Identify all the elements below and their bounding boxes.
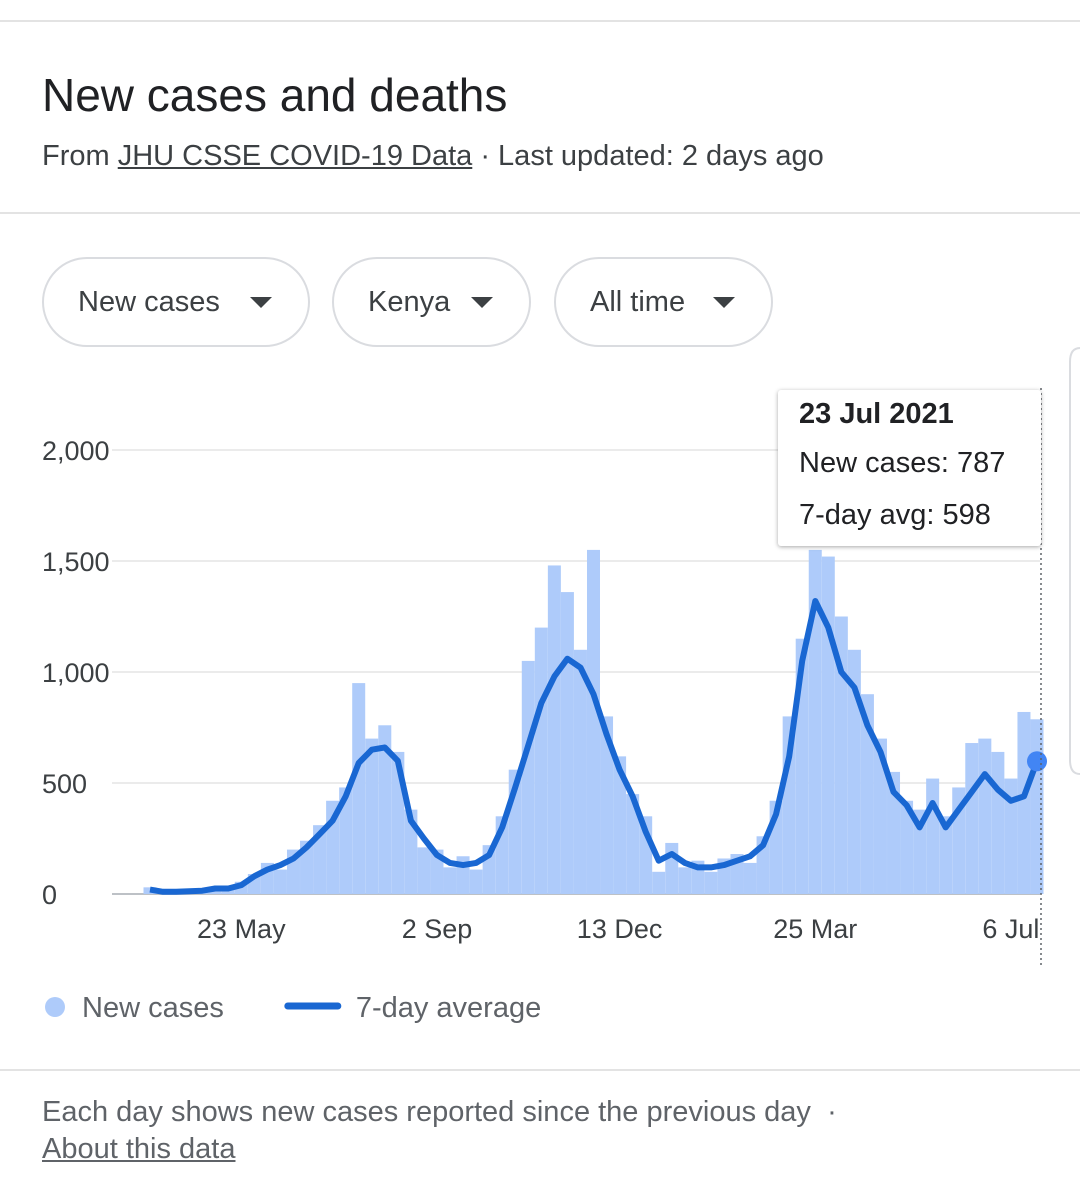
source-link[interactable]: JHU CSSE COVID-19 Data (117, 140, 473, 172)
bar (743, 862, 757, 894)
y-tick-label: 2,000 (42, 436, 110, 466)
bar (313, 825, 327, 894)
legend-swatch (45, 997, 65, 1017)
bar (887, 771, 901, 894)
tooltip-label: 7-day avg: (799, 499, 935, 531)
bar (913, 809, 927, 894)
bar (808, 549, 822, 894)
dropdown-arrow (471, 297, 493, 308)
metric-dropdown[interactable]: New cases (42, 257, 310, 347)
source-prefix: From (42, 140, 110, 172)
subtitle: From JHU CSSE COVID-19 Data · Last updat… (42, 140, 824, 173)
bar (1004, 778, 1018, 894)
tooltip-value: 598 (942, 499, 991, 531)
bar (926, 778, 940, 894)
tooltip-row: New cases: 787 (799, 447, 1005, 480)
bar (847, 649, 861, 894)
bar (1017, 711, 1031, 894)
bar (821, 556, 835, 894)
footer-note: Each day shows new cases reported since … (42, 1096, 811, 1128)
tooltip: 23 Jul 2021 New cases: 787 7-day avg: 59… (778, 390, 1041, 546)
bar (873, 738, 887, 894)
bar (352, 683, 366, 894)
y-tick-label: 1,500 (42, 547, 110, 577)
legend-label: 7-day average (356, 992, 541, 1024)
bar (365, 738, 379, 894)
bar (704, 871, 718, 894)
bar (626, 794, 640, 894)
x-tick-label: 6 Jul (982, 914, 1039, 944)
tooltip-label: New cases: (799, 447, 949, 479)
bar (221, 889, 235, 894)
dropdown-label: All time (590, 285, 686, 318)
tooltip-date: 23 Jul 2021 (799, 398, 954, 430)
footer: Each day shows new cases reported since … (42, 1094, 837, 1168)
bar (521, 660, 535, 894)
tooltip-row: 7-day avg: 598 (799, 499, 991, 532)
bar (547, 565, 561, 894)
x-tick-label: 25 Mar (773, 914, 857, 944)
bar (573, 649, 587, 894)
divider (0, 1069, 1080, 1071)
bar (273, 869, 287, 894)
about-link[interactable]: About this data (42, 1133, 236, 1165)
card-title: New cases and deaths (42, 69, 508, 121)
bar (613, 756, 627, 894)
bar (1030, 719, 1044, 894)
bar (430, 849, 444, 894)
location-dropdown[interactable]: Kenya (332, 257, 531, 347)
bar (404, 809, 418, 894)
bar (860, 694, 874, 894)
dropdown-label: New cases (78, 285, 220, 318)
bar (652, 871, 666, 894)
dropdown-arrow (250, 297, 272, 308)
x-tick-label: 2 Sep (402, 914, 473, 944)
bar (965, 743, 979, 894)
y-tick-label: 500 (42, 769, 87, 799)
y-tick-label: 0 (42, 880, 57, 910)
divider (0, 20, 1080, 22)
x-tick-label: 13 Dec (577, 914, 663, 944)
tooltip-value: 787 (956, 447, 1006, 479)
bar (469, 869, 483, 894)
dropdown-label: Kenya (368, 285, 451, 318)
avg-line (149, 598, 1040, 895)
period-dropdown[interactable]: All time (554, 257, 773, 347)
bar (665, 842, 679, 894)
bar (978, 738, 992, 894)
dropdown-arrow (713, 297, 735, 308)
bar (939, 816, 953, 894)
bar (600, 716, 614, 894)
bar (417, 847, 431, 894)
bar (900, 800, 914, 894)
hover-point (1027, 751, 1047, 772)
bar (991, 751, 1005, 894)
x-tick-label: 23 May (197, 914, 286, 944)
y-tick-label: 1,000 (42, 658, 110, 688)
chart: 0 500 1,000 1,500 2,000 23 May 2 Sep 13 Dec 25 M… (42, 347, 1080, 1024)
bar (443, 867, 457, 894)
bar (339, 787, 353, 894)
divider (0, 212, 1080, 214)
bar (834, 616, 848, 894)
side-panel-edge (1069, 347, 1080, 775)
legend-label: New cases (82, 992, 224, 1024)
bar (378, 725, 392, 894)
bar (587, 549, 600, 894)
bar (678, 867, 692, 894)
updated: · Last updated: 2 days ago (480, 140, 824, 172)
bar (534, 627, 548, 894)
bar (560, 592, 574, 894)
separator: · (827, 1096, 837, 1128)
